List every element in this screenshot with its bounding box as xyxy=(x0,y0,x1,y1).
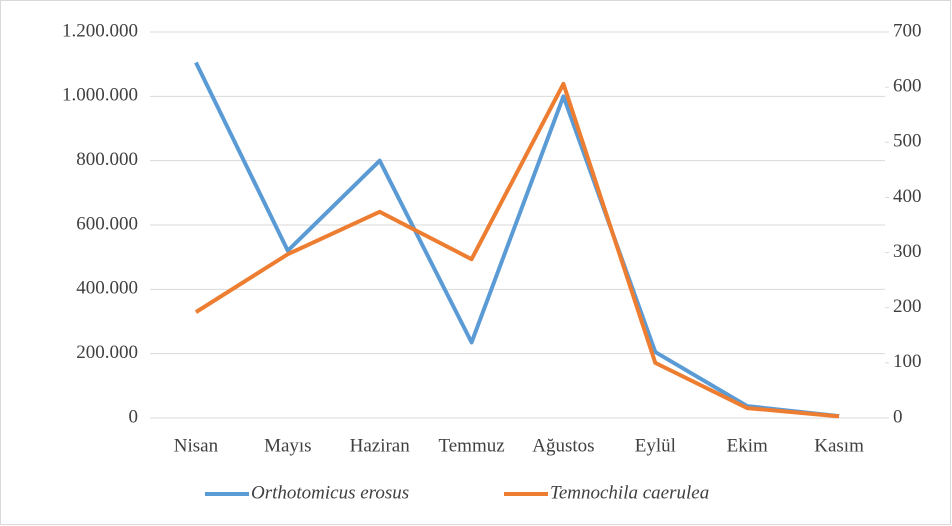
x-tick-label: Kasım xyxy=(814,435,864,456)
x-tick-label: Ekim xyxy=(727,435,768,456)
y-tick-label: 200.000 xyxy=(76,342,138,363)
series-line xyxy=(194,61,840,419)
y-tick-label: 0 xyxy=(129,406,139,427)
x-tick-label: Haziran xyxy=(350,435,411,456)
y-tick-label: 1.000.000 xyxy=(62,85,138,106)
y-tick-label: 400.000 xyxy=(76,278,138,299)
x-tick-label: Nisan xyxy=(174,435,219,456)
y2-tick-label: 600 xyxy=(893,76,922,97)
x-tick-label: Ağustos xyxy=(532,435,594,456)
y2-tick-label: 500 xyxy=(893,131,922,152)
legend-label: Orthotomicus erosus xyxy=(251,482,409,503)
legend-label: Temnochila caerulea xyxy=(550,482,709,503)
y-tick-label: 600.000 xyxy=(76,213,138,234)
x-tick-label: Mayıs xyxy=(264,435,312,456)
y-tick-label: 1.200.000 xyxy=(62,20,138,41)
y2-tick-label: 300 xyxy=(893,241,922,262)
x-tick-label: Eylül xyxy=(635,435,676,456)
y2-tick-label: 200 xyxy=(893,296,922,317)
y2-tick-label: 700 xyxy=(893,20,922,41)
y2-tick-label: 0 xyxy=(893,406,903,427)
y2-tick-label: 400 xyxy=(893,186,922,207)
series-line xyxy=(194,81,840,419)
y2-tick-label: 100 xyxy=(893,351,922,372)
x-tick-label: Temmuz xyxy=(438,435,504,456)
y-tick-label: 800.000 xyxy=(76,149,138,170)
